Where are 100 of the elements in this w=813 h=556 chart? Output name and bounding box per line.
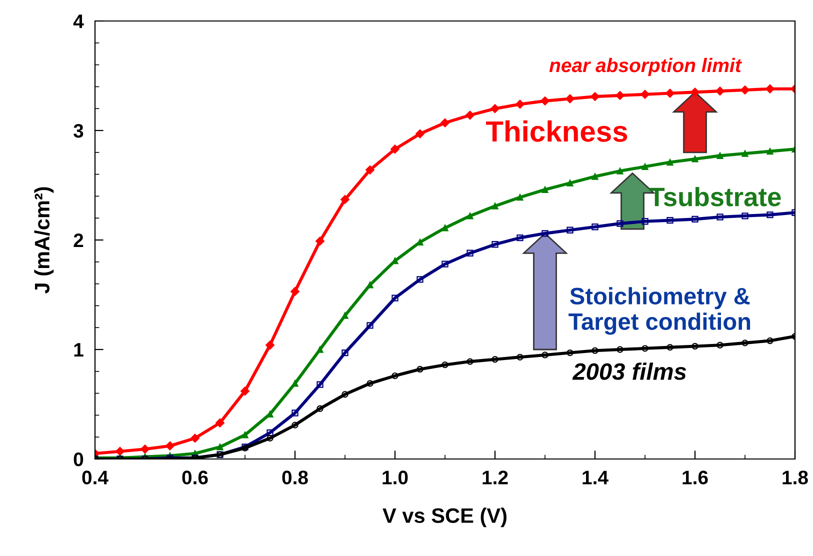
annotation: near absorption limit [549,58,742,76]
point [516,354,524,360]
point [366,322,374,329]
point [392,372,398,380]
point [390,144,400,154]
point [466,250,474,256]
point [166,441,174,450]
point [516,100,524,109]
point [416,366,424,373]
point [416,276,424,283]
annotation: 2003 films [572,362,686,380]
point [316,346,324,353]
point [292,422,298,428]
x-tick-label: 1.8 [782,470,808,484]
point [416,129,424,138]
point [566,180,574,186]
point [616,168,624,174]
point [540,96,550,106]
point [642,218,648,225]
point [440,118,450,128]
point [716,342,724,348]
point [492,241,498,248]
x-axis-title: V vs SCE (V) [382,508,506,528]
point [592,224,598,230]
point [640,90,650,99]
point [292,380,298,387]
point [766,148,774,155]
x-tick-label: 0.4 [82,470,108,484]
x-tick-label: 1.0 [382,470,408,484]
point [266,340,274,350]
point [516,194,524,201]
point [542,186,548,193]
point [666,344,674,351]
point [342,391,348,398]
point [266,429,274,436]
point [642,345,648,352]
point [740,86,750,94]
point [716,86,724,96]
y-tick-label: 4 [73,14,84,28]
y-tick-label: 2 [74,233,84,248]
point [492,356,498,363]
annotation: Thickness [486,120,628,142]
point [616,220,624,227]
point [690,88,700,97]
point [466,212,474,220]
point [766,211,774,218]
x-tick-label: 0.6 [182,470,208,484]
annotation: Stoichiometry & Target condition [568,287,750,335]
point [116,446,124,456]
point [266,434,274,442]
point [592,173,598,180]
point [316,405,324,412]
point [616,90,624,100]
point [342,349,348,356]
point [742,150,748,157]
point [240,386,250,396]
point [490,104,500,114]
y-axis-title: J (mA/cm²) [34,187,54,294]
y-tick-label: 0 [74,452,84,466]
point [466,358,474,365]
point [692,342,698,350]
point [742,340,748,346]
point [290,286,300,296]
point [616,346,624,353]
point [666,216,674,224]
y-tick-label: 3 [74,124,84,138]
point [542,230,548,237]
point [366,380,374,387]
x-tick-label: 1.6 [682,470,708,484]
point [692,216,698,223]
point [590,92,600,102]
point [442,224,448,232]
point [516,234,524,242]
point [592,347,598,354]
point [566,349,574,356]
point [766,337,774,344]
point [342,312,348,319]
point [242,432,248,438]
point [766,84,774,94]
point [692,156,698,162]
point [392,257,398,264]
point [292,410,298,416]
point [466,110,474,120]
x-tick-label: 1.4 [582,470,608,484]
annotation: Tsubstrate [649,186,781,206]
point [140,444,150,454]
point [566,226,574,234]
x-tick-label: 1.2 [482,470,508,484]
point [666,88,674,98]
point [442,362,448,368]
point [716,152,724,160]
point [216,444,224,450]
x-tick-label: 0.8 [282,470,308,484]
point [366,282,374,288]
point [716,214,724,220]
point [392,294,398,302]
point [216,418,224,428]
point [542,352,548,358]
point [566,94,574,104]
point [366,165,374,174]
